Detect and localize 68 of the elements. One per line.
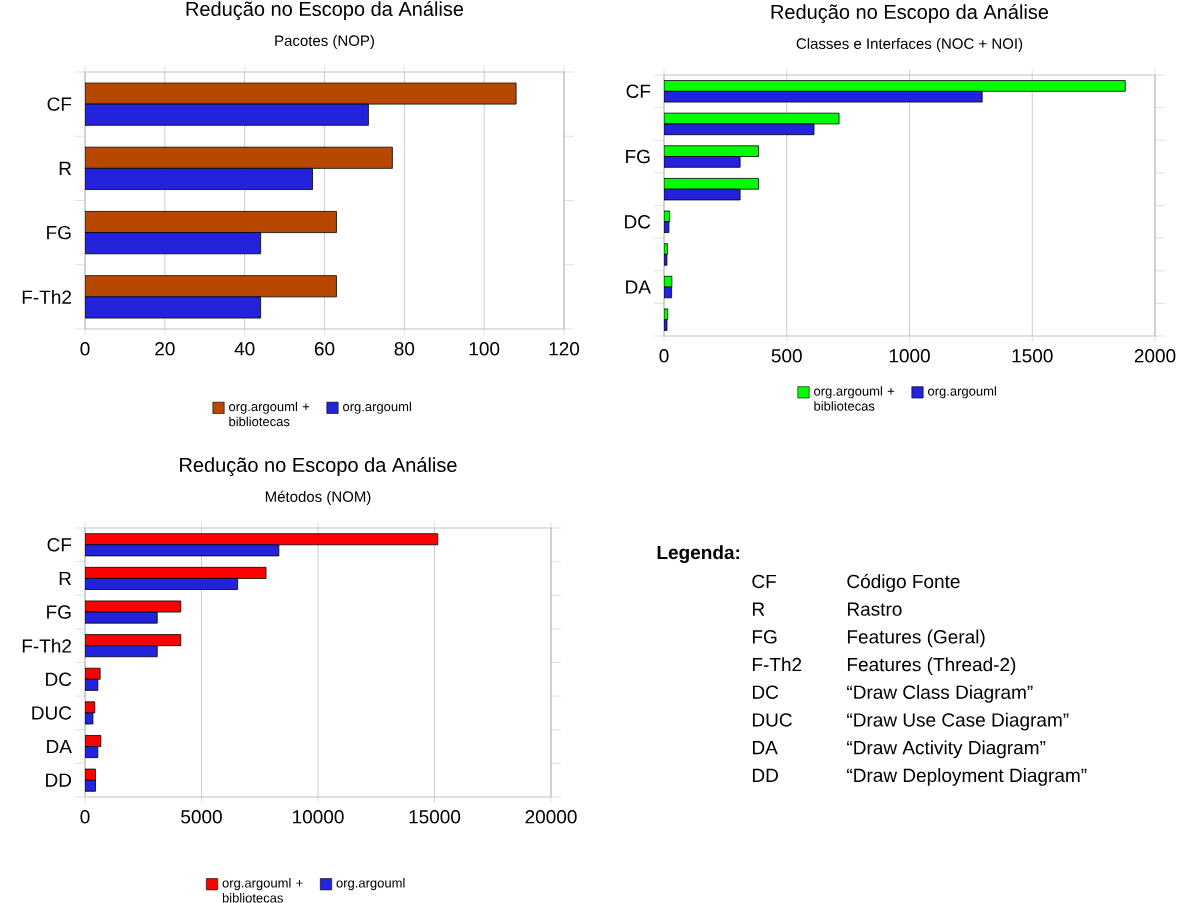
text: “Draw Activity Diagram” xyxy=(847,740,1046,759)
chart-title: Redução no Escopo da Análise xyxy=(771,4,1049,24)
x-tick-label: 0 xyxy=(80,342,90,356)
bar xyxy=(664,145,759,157)
y-tick-label: R xyxy=(59,161,72,175)
y-tick-label: CF xyxy=(47,538,72,552)
text: R xyxy=(752,602,765,616)
text: CF xyxy=(752,574,776,589)
y-tick-label: DD xyxy=(46,773,72,787)
chart-subtitle: Classes e Interfaces (NOC + NOI) xyxy=(796,37,1023,52)
text: “Draw Deployment Diagram” xyxy=(847,768,1087,786)
text: FG xyxy=(752,630,777,644)
text: F-Th2 xyxy=(752,657,802,672)
text: Rastro xyxy=(847,602,902,616)
chart-title: Redução no Escopo da Análise xyxy=(186,1,464,21)
chart-subtitle: Métodos (NOM) xyxy=(265,490,371,505)
text: Features (Geral) xyxy=(847,629,985,648)
y-tick-label: FG xyxy=(47,605,71,619)
y-tick-label: DA xyxy=(47,740,72,754)
bar xyxy=(664,178,759,190)
x-tick-label: 20000 xyxy=(525,810,577,824)
bar xyxy=(85,275,337,298)
y-tick-label: CF xyxy=(626,84,651,99)
x-tick-label: 500 xyxy=(771,349,802,363)
text: Features (Thread-2) xyxy=(847,657,1016,676)
bar xyxy=(664,80,1126,92)
y-tick-label: FG xyxy=(626,149,650,164)
bar xyxy=(85,146,393,169)
y-tick-label: CF xyxy=(47,97,72,111)
x-tick-label: 120 xyxy=(549,342,580,356)
x-tick-label: 15000 xyxy=(409,810,461,824)
y-tick-label: DA xyxy=(626,280,651,294)
legend-label: org.argouml + bibliotecas xyxy=(222,878,303,903)
y-tick-label: DC xyxy=(46,672,72,687)
y-tick-label: R xyxy=(59,571,72,585)
text: DUC xyxy=(752,713,792,727)
x-tick-label: 5000 xyxy=(181,810,222,824)
text: “Draw Class Diagram” xyxy=(847,685,1033,703)
legend-label: org.argouml + bibliotecas xyxy=(814,386,895,411)
y-tick-label: DC xyxy=(625,215,651,229)
x-tick-label: 10000 xyxy=(293,810,344,824)
x-tick-label: 40 xyxy=(234,342,255,356)
chart-title: Redução no Escopo da Análise xyxy=(180,457,457,477)
legend-label: org.argouml xyxy=(336,878,405,891)
x-tick-label: 60 xyxy=(314,342,335,356)
y-tick-label: FG xyxy=(47,225,71,240)
legend-label: org.argouml xyxy=(928,386,996,399)
x-tick-label: 2000 xyxy=(1134,349,1176,363)
x-tick-label: 1000 xyxy=(889,349,930,363)
y-tick-label: DUC xyxy=(32,706,72,720)
text: Legenda: xyxy=(657,545,740,563)
legend-label: org.argouml + bibliotecas xyxy=(229,401,310,427)
x-tick-label: 0 xyxy=(659,349,669,363)
y-tick-label: F-Th2 xyxy=(22,289,71,304)
text: Código Fonte xyxy=(847,573,960,592)
x-tick-label: 80 xyxy=(394,342,415,356)
text: DA xyxy=(752,741,778,755)
text: “Draw Use Case Diagram” xyxy=(847,712,1069,731)
x-tick-label: 20 xyxy=(155,342,175,356)
x-tick-label: 0 xyxy=(80,810,90,824)
x-tick-label: 1500 xyxy=(1012,349,1053,363)
chart-subtitle: Pacotes (NOP) xyxy=(275,34,374,49)
y-tick-label: F-Th2 xyxy=(22,638,71,653)
legend-label: org.argouml xyxy=(343,401,411,414)
text: DD xyxy=(752,768,778,782)
x-tick-label: 100 xyxy=(469,342,500,356)
text: DC xyxy=(752,685,779,699)
bar xyxy=(85,211,337,234)
